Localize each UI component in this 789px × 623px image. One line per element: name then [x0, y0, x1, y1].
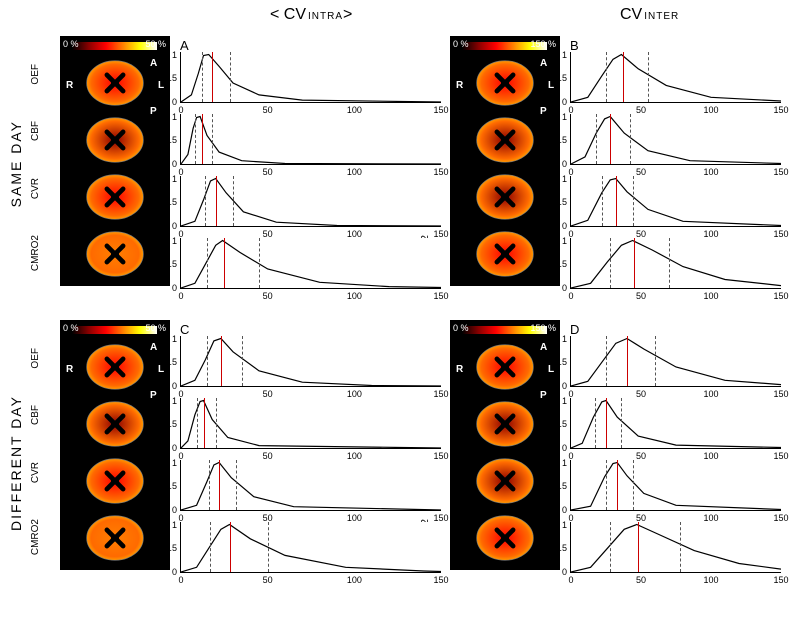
brain-panel: 0 %50 %ARLPOEFCBFCVRCMRO2 — [60, 36, 170, 286]
distribution-chart: 00.51050100150 — [180, 336, 441, 387]
median-line — [221, 336, 222, 386]
ci-line — [606, 52, 607, 102]
row-label: CVR — [30, 178, 41, 199]
median-line — [224, 238, 225, 288]
column-header: CV INTER — [620, 6, 679, 24]
median-line — [606, 398, 607, 448]
distribution-chart: 00.51050100150 — [180, 52, 441, 103]
ci-line — [655, 336, 656, 386]
brain-panel: 0 %150 %ARLPOEFCBFCVRCMRO2 — [450, 320, 560, 570]
ci-line — [236, 460, 237, 510]
distribution-chart: 00.51050100150 — [180, 114, 441, 165]
ci-line — [233, 176, 234, 226]
distribution-chart: 00.51050100150 — [570, 176, 781, 227]
distribution-chart: 00.51050100150 — [180, 460, 441, 511]
chart-group: C00.5105010015000.5105010015000.51050100… — [180, 326, 441, 584]
median-line — [634, 238, 635, 288]
median-line — [219, 460, 220, 510]
ci-line — [210, 522, 211, 572]
ci-line — [621, 398, 622, 448]
median-line — [212, 52, 213, 102]
median-line — [617, 460, 618, 510]
distribution-chart: 00.51050100150 — [570, 398, 781, 449]
row-label: CMRO2 — [30, 519, 41, 555]
ci-line — [207, 238, 208, 288]
ci-line — [242, 336, 243, 386]
ci-line — [595, 398, 596, 448]
chart-group: A00.5105010015000.5105010015000.51050100… — [180, 42, 441, 300]
distribution-chart: 00.51050100150 — [570, 52, 781, 103]
ci-line — [216, 398, 217, 448]
ci-line — [602, 176, 603, 226]
median-line — [627, 336, 628, 386]
ci-line — [205, 176, 206, 226]
brain-panel: 0 %50 %ARLPOEFCBFCVRCMRO2 — [60, 320, 170, 570]
median-line — [638, 522, 639, 572]
side-label: DIFFERENT DAY — [8, 395, 24, 531]
median-line — [616, 176, 617, 226]
ci-line — [202, 52, 203, 102]
ci-line — [207, 336, 208, 386]
colorbar — [72, 42, 157, 50]
row-label: CVR — [30, 462, 41, 483]
ci-line — [610, 522, 611, 572]
ci-line — [259, 238, 260, 288]
ci-line — [268, 522, 269, 572]
distribution-chart: 00.51050100150 — [570, 114, 781, 165]
ci-line — [680, 522, 681, 572]
ci-line — [610, 238, 611, 288]
chart-group: D00.5105010015000.5105010015000.51050100… — [570, 326, 781, 584]
ci-line — [209, 460, 210, 510]
ci-line — [606, 460, 607, 510]
row-label: OEF — [30, 64, 41, 85]
ci-line — [596, 114, 597, 164]
distribution-chart: 00.51050100150 — [570, 238, 781, 289]
subscript: INTER — [644, 11, 679, 22]
row-label: CMRO2 — [30, 235, 41, 271]
ci-line — [230, 52, 231, 102]
ci-line — [212, 114, 213, 164]
chart-group: B00.5105010015000.5105010015000.51050100… — [570, 42, 781, 300]
median-line — [623, 52, 624, 102]
distribution-chart: 00.51050100150 — [180, 398, 441, 449]
median-line — [230, 522, 231, 572]
side-label: SAME DAY — [8, 120, 24, 207]
ci-line — [633, 460, 634, 510]
median-line — [204, 398, 205, 448]
distribution-chart: 00.51050100150 — [180, 238, 441, 289]
distribution-chart: 00.51050100150 — [570, 522, 781, 573]
ci-line — [669, 238, 670, 288]
ci-line — [648, 52, 649, 102]
median-line — [202, 114, 203, 164]
distribution-chart: 00.51050100150 — [570, 460, 781, 511]
row-label: CBF — [30, 121, 41, 141]
row-label: CBF — [30, 405, 41, 425]
column-header: < CV INTRA > — [270, 6, 352, 24]
distribution-chart: 00.51050100150 — [570, 336, 781, 387]
brain-panel: 0 %150 %ARLPOEFCBFCVRCMRO2 — [450, 36, 560, 286]
distribution-chart: 00.51050100150 — [180, 176, 441, 227]
distribution-chart: 00.51050100150 — [180, 522, 441, 573]
median-line — [610, 114, 611, 164]
row-label: OEF — [30, 348, 41, 369]
median-line — [216, 176, 217, 226]
subscript: INTRA — [308, 11, 343, 22]
ci-line — [630, 114, 631, 164]
ci-line — [197, 398, 198, 448]
ci-line — [606, 336, 607, 386]
ci-line — [633, 176, 634, 226]
ci-line — [195, 114, 196, 164]
colorbar — [72, 326, 157, 334]
